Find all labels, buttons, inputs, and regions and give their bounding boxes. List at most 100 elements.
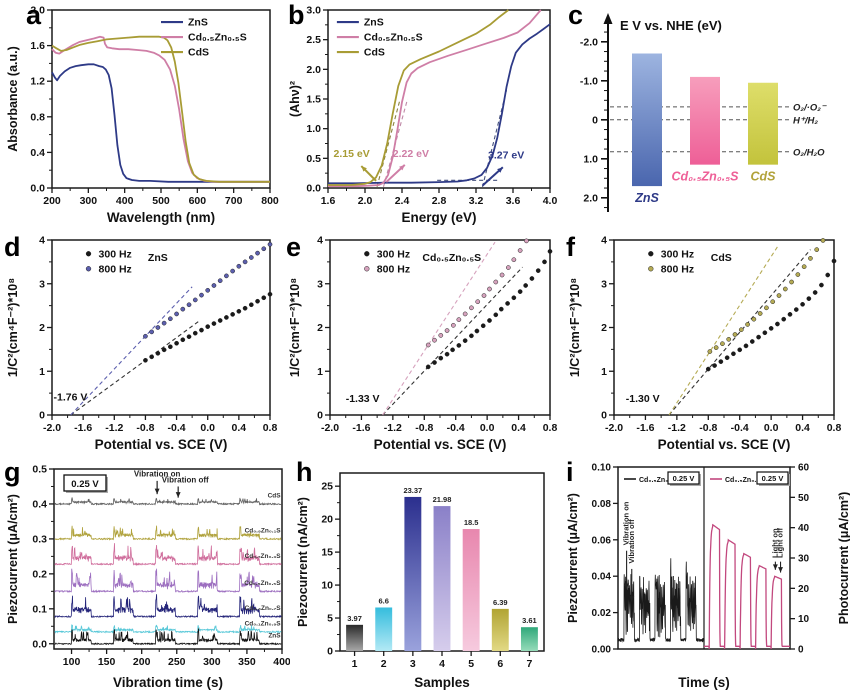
svg-text:CdS: CdS: [268, 493, 282, 500]
svg-text:Light off: Light off: [776, 528, 785, 558]
panel-c: c E V vs. NHE (eV) -2.0 -1.0 0 1.0 2.0 O₂/·O₂⁻…: [562, 0, 850, 228]
svg-text:0.0: 0.0: [480, 422, 495, 434]
svg-text:6: 6: [497, 658, 503, 670]
svg-text:0.25 V: 0.25 V: [71, 479, 99, 490]
svg-text:Vibration on: Vibration on: [134, 470, 181, 479]
svg-text:Cd₀.₅Zn₀.₅S: Cd₀.₅Zn₀.₅S: [244, 580, 281, 587]
svg-text:ZnS: ZnS: [188, 17, 208, 29]
svg-text:Vibration off: Vibration off: [162, 475, 209, 484]
panel-i: i 0.00 0.02 0.04 0.06 0.08 0.10 0 10 20 30 40 50 60 T…: [560, 455, 850, 693]
svg-text:Piezocurrent (nA/cm²): Piezocurrent (nA/cm²): [296, 497, 310, 627]
panel-e-chart: -2.0 -1.6 -1.2 -0.8 -0.4 0.0 0.4 0.8 0 1 2 3 4 Potent…: [288, 235, 557, 453]
svg-text:0.0: 0.0: [32, 638, 47, 650]
svg-text:200: 200: [43, 195, 61, 207]
panel-b-letter: b: [288, 0, 305, 30]
panel-d-chart: -2.0 -1.6 -1.2 -0.8 -0.4 0.0 0.4 0.8 0 1 2 3 4 Potent…: [6, 235, 277, 453]
svg-text:CdS: CdS: [188, 47, 209, 59]
svg-text:-0.4: -0.4: [731, 422, 749, 434]
svg-text:0.1: 0.1: [32, 603, 47, 615]
svg-text:23.37: 23.37: [403, 486, 422, 495]
svg-text:500: 500: [152, 195, 170, 207]
svg-text:1.2: 1.2: [30, 76, 45, 88]
svg-text:0.04: 0.04: [592, 572, 612, 583]
svg-text:-0.8: -0.8: [415, 422, 433, 434]
svg-text:0: 0: [327, 646, 333, 658]
svg-text:0.8: 0.8: [30, 111, 45, 123]
svg-text:Piezocurrent (μA/cm²): Piezocurrent (μA/cm²): [6, 494, 20, 624]
svg-text:Time (s): Time (s): [678, 675, 730, 690]
svg-text:Photocurrent (μA/cm²): Photocurrent (μA/cm²): [837, 492, 850, 625]
svg-text:1.0: 1.0: [306, 123, 321, 135]
panel-f-chart: -2.0 -1.6 -1.2 -0.8 -0.4 0.0 0.4 0.8 0 1 2 3 4 Potent…: [568, 235, 842, 453]
svg-text:350: 350: [238, 656, 256, 668]
svg-text:5: 5: [468, 658, 474, 670]
panel-f-letter: f: [566, 232, 575, 262]
svg-text:0.06: 0.06: [592, 535, 612, 546]
svg-text:-0.8: -0.8: [699, 422, 717, 434]
svg-text:Cd₀.₁Zn₀.₉S: Cd₀.₁Zn₀.₉S: [245, 621, 282, 628]
svg-text:2: 2: [39, 322, 45, 334]
svg-text:-1.6: -1.6: [352, 422, 370, 434]
svg-text:3: 3: [410, 658, 416, 670]
svg-text:2.15 eV: 2.15 eV: [334, 148, 370, 160]
svg-text:60: 60: [798, 463, 810, 474]
svg-text:-2.0: -2.0: [43, 422, 61, 434]
svg-text:3: 3: [317, 278, 323, 290]
panel-d: d -2.0 -1.6 -1.2 -0.8 -0.4 0.0 0.4 0.8 0 1 2 3 4 Pote…: [0, 228, 282, 455]
svg-text:4: 4: [601, 235, 607, 247]
panel-a-letter: a: [26, 0, 42, 30]
svg-text:Samples: Samples: [414, 675, 470, 690]
panel-b-chart: 1.6 2.0 2.4 2.8 3.2 3.6 4.0 0.0 0.5 1.0 1.5 2.0 2.5 3…: [288, 5, 557, 226]
svg-text:800 Hz: 800 Hz: [99, 263, 132, 275]
svg-text:0.8: 0.8: [827, 422, 842, 434]
svg-text:0.25 V: 0.25 V: [673, 474, 695, 483]
svg-text:800 Hz: 800 Hz: [661, 263, 694, 275]
panel-h-chart: 1 2 3 4 5 6 7 0 5 10 15 20 25 Samples Piezocurrent (nA…: [296, 472, 545, 690]
svg-text:-1.6: -1.6: [74, 422, 92, 434]
svg-text:0: 0: [592, 114, 598, 126]
svg-text:200: 200: [133, 656, 151, 668]
svg-text:0.08: 0.08: [592, 499, 612, 510]
svg-text:40: 40: [798, 523, 810, 534]
svg-text:2.5: 2.5: [306, 34, 321, 46]
svg-text:400: 400: [116, 195, 134, 207]
svg-text:H⁺/H₂: H⁺/H₂: [793, 115, 818, 126]
panel-a: a 200 300 400 500 600 700 800 0.0 0.4 0.8 1.2 1.6 2.…: [0, 0, 282, 228]
panel-c-chart: E V vs. NHE (eV) -2.0 -1.0 0 1.0 2.0 O₂/·O₂⁻ H⁺…: [580, 13, 827, 212]
svg-text:0.02: 0.02: [592, 608, 612, 619]
svg-text:4: 4: [439, 658, 445, 670]
svg-text:Vibration on: Vibration on: [622, 501, 631, 545]
svg-text:Vibration off: Vibration off: [627, 519, 636, 564]
panel-h-letter: h: [296, 457, 313, 487]
svg-text:0.25 V: 0.25 V: [762, 474, 784, 483]
svg-text:2.0: 2.0: [30, 5, 45, 17]
svg-text:0: 0: [601, 410, 607, 422]
svg-text:300: 300: [203, 656, 221, 668]
panel-e: e -2.0 -1.6 -1.2 -0.8 -0.4 0.0 0.4 0.8 0 1 2 3 4 Pote…: [282, 228, 562, 455]
svg-text:1: 1: [601, 366, 607, 378]
svg-text:3.2: 3.2: [469, 195, 484, 207]
svg-text:-1.76 V: -1.76 V: [54, 392, 88, 404]
svg-text:Potential vs. SCE (V): Potential vs. SCE (V): [95, 437, 228, 452]
svg-text:600: 600: [189, 195, 207, 207]
svg-text:21.98: 21.98: [433, 495, 452, 504]
panel-i-chart: 0.00 0.02 0.04 0.06 0.08 0.10 0 10 20 30 40 50 60 Tim…: [566, 463, 850, 691]
svg-text:700: 700: [225, 195, 243, 207]
svg-text:2.0: 2.0: [358, 195, 373, 207]
svg-text:1/C²(cm⁴F⁻²)*10⁸: 1/C²(cm⁴F⁻²)*10⁸: [288, 278, 302, 377]
svg-text:250: 250: [168, 656, 186, 668]
svg-text:25: 25: [321, 481, 333, 493]
svg-text:0.5: 0.5: [32, 464, 47, 476]
svg-text:3: 3: [601, 278, 607, 290]
panel-a-chart: 200 300 400 500 600 700 800 0.0 0.4 0.8 1.2 1.6 2.0 W…: [6, 5, 279, 226]
svg-text:1: 1: [317, 366, 323, 378]
svg-text:Cd₀.₃Zn₀.₇S: Cd₀.₃Zn₀.₇S: [245, 605, 282, 612]
svg-text:300: 300: [80, 195, 98, 207]
svg-text:0.2: 0.2: [32, 568, 47, 580]
svg-text:CdS: CdS: [364, 47, 385, 59]
svg-text:1/C²(cm⁴F⁻²)*10⁸: 1/C²(cm⁴F⁻²)*10⁸: [568, 278, 582, 377]
svg-text:2.22 eV: 2.22 eV: [393, 148, 429, 160]
panel-c-letter: c: [568, 0, 584, 30]
svg-text:6.39: 6.39: [493, 598, 508, 607]
